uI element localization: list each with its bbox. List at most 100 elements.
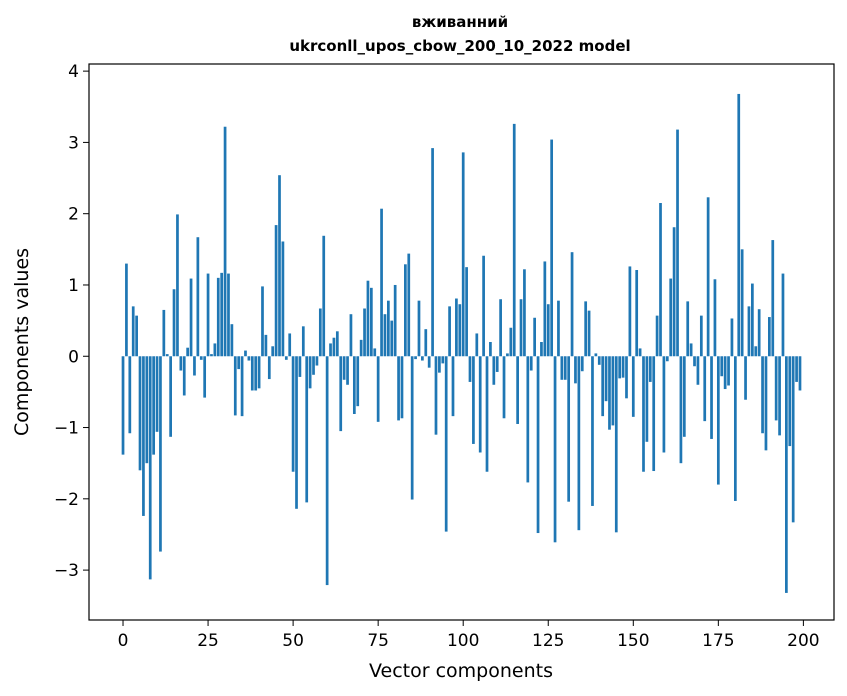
bar <box>744 356 747 400</box>
bar <box>655 315 659 357</box>
bar <box>295 356 298 509</box>
bar <box>519 299 523 357</box>
bar <box>247 356 251 361</box>
bar <box>274 225 278 357</box>
bar <box>557 300 560 357</box>
bar <box>669 278 673 357</box>
bar <box>237 356 241 370</box>
bar <box>291 356 295 472</box>
bar <box>352 356 356 414</box>
bar <box>665 356 669 362</box>
bar <box>162 309 166 357</box>
bar <box>421 356 424 361</box>
bar <box>594 353 598 357</box>
bar <box>509 327 513 357</box>
bar <box>339 356 343 432</box>
bar <box>611 356 615 426</box>
bar <box>621 356 625 378</box>
bar <box>723 356 727 390</box>
bar <box>495 356 499 372</box>
bar <box>349 314 353 357</box>
bar <box>506 353 509 357</box>
bar <box>305 356 309 503</box>
bar <box>427 356 431 368</box>
bar <box>737 93 741 357</box>
bar <box>145 356 149 464</box>
bar <box>431 148 434 357</box>
bar <box>172 289 176 357</box>
bar <box>369 287 373 357</box>
bar <box>798 356 802 391</box>
bar <box>264 334 268 357</box>
y-tick-label: −2 <box>54 490 79 510</box>
bar <box>489 342 492 357</box>
x-tick-label: 75 <box>367 631 389 651</box>
bar <box>516 356 519 424</box>
bar <box>308 356 312 389</box>
bar <box>597 356 601 365</box>
bar <box>387 300 390 357</box>
bar <box>764 356 768 451</box>
bar <box>478 356 482 453</box>
bar <box>638 348 642 357</box>
y-tick-label: 4 <box>68 62 79 82</box>
bars-group <box>121 93 802 593</box>
y-tick-label: −1 <box>54 419 79 439</box>
bar <box>740 249 744 357</box>
bar <box>553 356 557 543</box>
bar <box>768 317 771 357</box>
bar <box>159 356 162 552</box>
bar <box>301 326 305 357</box>
bar <box>788 356 792 447</box>
bar <box>635 270 639 357</box>
bar <box>400 356 404 419</box>
bar <box>682 356 686 437</box>
x-tick-label: 25 <box>197 631 219 651</box>
x-tick-label: 100 <box>447 631 479 651</box>
bar <box>720 356 724 377</box>
bar <box>220 272 224 357</box>
bar <box>342 356 346 380</box>
bar <box>240 356 244 417</box>
chart-title-line-2: ukrconll_upos_cbow_200_10_2022 model <box>289 37 630 55</box>
bar <box>574 356 577 384</box>
bar <box>318 308 322 357</box>
bar <box>417 300 421 357</box>
plot-frame <box>88 63 835 621</box>
bar <box>335 331 339 357</box>
y-axis-label: Components values <box>11 248 33 436</box>
bar <box>407 253 411 357</box>
bar <box>227 273 230 357</box>
bar <box>628 266 632 357</box>
bar <box>492 356 496 385</box>
bar <box>373 348 377 357</box>
bar <box>210 354 213 357</box>
bar <box>791 356 795 523</box>
bar <box>560 356 564 380</box>
bar <box>795 356 798 382</box>
x-tick-label: 125 <box>532 631 564 651</box>
bar <box>152 356 155 455</box>
x-tick-label: 50 <box>282 631 304 651</box>
bar <box>696 356 700 385</box>
bar <box>577 356 581 531</box>
bar <box>315 356 319 366</box>
bar <box>213 343 217 357</box>
bar <box>601 356 605 417</box>
bar <box>233 356 237 416</box>
bar <box>529 356 533 371</box>
bar <box>686 301 690 357</box>
bar <box>169 356 172 437</box>
bar <box>125 263 128 357</box>
bar <box>751 283 754 357</box>
bar <box>540 342 543 357</box>
bar <box>261 286 264 357</box>
bar <box>703 356 707 422</box>
bar <box>526 356 530 483</box>
x-tick-label: 175 <box>702 631 734 651</box>
y-tick-label: 3 <box>68 133 79 153</box>
bar <box>458 304 462 357</box>
bar <box>543 261 547 357</box>
bar <box>512 123 516 357</box>
bar <box>778 356 781 436</box>
